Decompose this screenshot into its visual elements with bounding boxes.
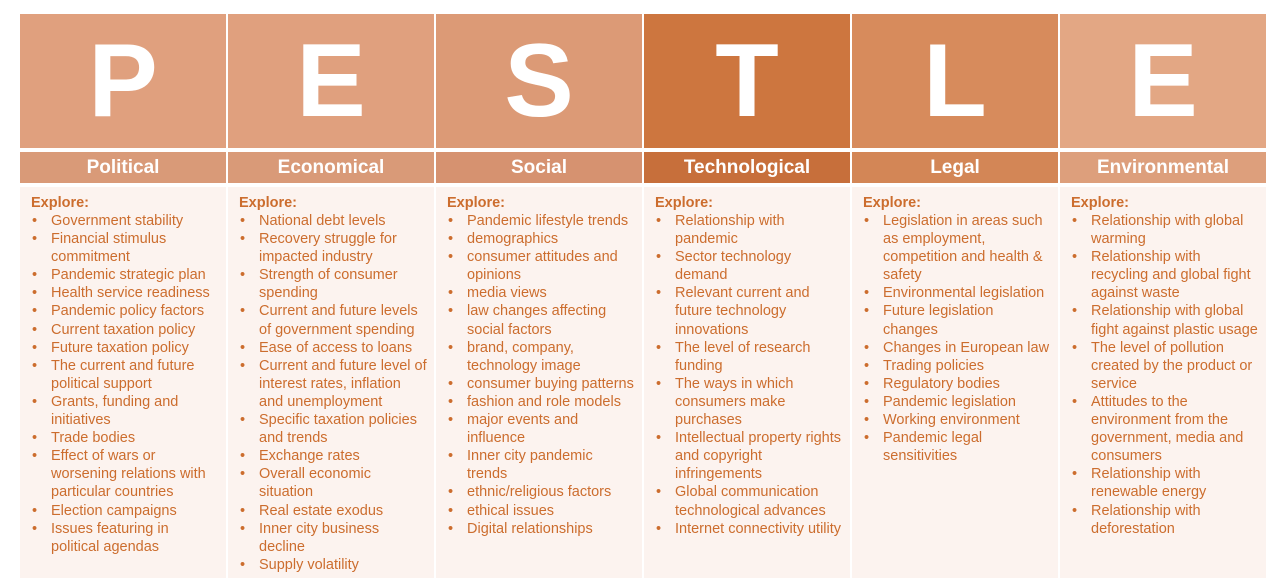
- column-body: Explore: Pandemic lifestyle trendsdemogr…: [436, 187, 642, 578]
- factor-item: Strength of consumer spending: [239, 266, 428, 302]
- factor-item: Relationship with global fight against p…: [1071, 302, 1260, 338]
- factor-item: Relationship with global warming: [1071, 212, 1260, 248]
- factor-item: Exchange rates: [239, 447, 428, 465]
- factor-item: Pandemic legislation: [863, 393, 1052, 411]
- factor-list: National debt levelsRecovery struggle fo…: [239, 212, 428, 574]
- column-body: Explore: Government stabilityFinancial s…: [20, 187, 226, 578]
- column-title: Legal: [852, 152, 1058, 183]
- column-title: Technological: [644, 152, 850, 183]
- column-technological: T Technological Explore: Relationship wi…: [644, 14, 850, 578]
- factor-item: Current and future level of interest rat…: [239, 357, 428, 411]
- factor-item: Legislation in areas such as employment,…: [863, 212, 1052, 284]
- factor-item: Future legislation changes: [863, 302, 1052, 338]
- explore-label: Explore:: [239, 195, 298, 211]
- factor-item: Working environment: [863, 411, 1052, 429]
- letter-box: T: [644, 14, 850, 148]
- factor-item: consumer attitudes and opinions: [447, 248, 636, 284]
- factor-item: Government stability: [31, 212, 220, 230]
- factor-item: Internet connectivity utility: [655, 520, 844, 538]
- factor-item: Relationship with recycling and global f…: [1071, 248, 1260, 302]
- factor-item: ethical issues: [447, 502, 636, 520]
- factor-item: demographics: [447, 230, 636, 248]
- column-body: Explore: National debt levelsRecovery st…: [228, 187, 434, 578]
- factor-item: Relationship with deforestation: [1071, 502, 1260, 538]
- column-title: Social: [436, 152, 642, 183]
- column-legal: L Legal Explore: Legislation in areas su…: [852, 14, 1058, 578]
- factor-item: consumer buying patterns: [447, 375, 636, 393]
- factor-item: Overall economic situation: [239, 465, 428, 501]
- explore-label: Explore:: [447, 195, 506, 211]
- factor-item: Global communication technological advan…: [655, 483, 844, 519]
- factor-list: Pandemic lifestyle trendsdemographicscon…: [447, 212, 636, 538]
- factor-list: Relationship with pandemicSector technol…: [655, 212, 844, 538]
- column-body: Explore: Relationship with global warmin…: [1060, 187, 1266, 578]
- column-body: Explore: Relationship with pandemicSecto…: [644, 187, 850, 578]
- factor-item: Intellectual property rights and copyrig…: [655, 429, 844, 483]
- letter-box: P: [20, 14, 226, 148]
- factor-item: Current and future levels of government …: [239, 302, 428, 338]
- factor-item: Attitudes to the environment from the go…: [1071, 393, 1260, 465]
- factor-item: Ease of access to loans: [239, 339, 428, 357]
- column-body: Explore: Legislation in areas such as em…: [852, 187, 1058, 578]
- factor-item: Sector technology demand: [655, 248, 844, 284]
- factor-item: Pandemic legal sensitivities: [863, 429, 1052, 465]
- factor-item: Issues featuring in political agendas: [31, 520, 220, 556]
- column-title: Political: [20, 152, 226, 183]
- factor-item: Supply volatility: [239, 556, 428, 574]
- factor-item: Inner city pandemic trends: [447, 447, 636, 483]
- column-social: S Social Explore: Pandemic lifestyle tre…: [436, 14, 642, 578]
- column-economical: E Economical Explore: National debt leve…: [228, 14, 434, 578]
- explore-label: Explore:: [31, 195, 90, 211]
- factor-list: Legislation in areas such as employment,…: [863, 212, 1052, 465]
- letter-box: L: [852, 14, 1058, 148]
- factor-item: Pandemic strategic plan: [31, 266, 220, 284]
- factor-item: Health service readiness: [31, 284, 220, 302]
- factor-item: Effect of wars or worsening relations wi…: [31, 447, 220, 501]
- factor-item: brand, company, technology image: [447, 339, 636, 375]
- column-title: Economical: [228, 152, 434, 183]
- factor-item: Election campaigns: [31, 502, 220, 520]
- factor-item: Trade bodies: [31, 429, 220, 447]
- letter-box: S: [436, 14, 642, 148]
- factor-item: Current taxation policy: [31, 321, 220, 339]
- factor-item: The current and future political support: [31, 357, 220, 393]
- letter-box: E: [228, 14, 434, 148]
- letter-box: E: [1060, 14, 1266, 148]
- factor-item: Digital relationships: [447, 520, 636, 538]
- factor-item: Trading policies: [863, 357, 1052, 375]
- factor-item: National debt levels: [239, 212, 428, 230]
- factor-item: fashion and role models: [447, 393, 636, 411]
- factor-item: ethnic/religious factors: [447, 483, 636, 501]
- factor-item: Relationship with renewable energy: [1071, 465, 1260, 501]
- factor-item: Changes in European law: [863, 339, 1052, 357]
- factor-item: Regulatory bodies: [863, 375, 1052, 393]
- factor-item: Specific taxation policies and trends: [239, 411, 428, 447]
- explore-label: Explore:: [863, 195, 922, 211]
- factor-list: Relationship with global warmingRelation…: [1071, 212, 1260, 538]
- explore-label: Explore:: [1071, 195, 1130, 211]
- factor-item: The ways in which consumers make purchas…: [655, 375, 844, 429]
- factor-list: Government stabilityFinancial stimulus c…: [31, 212, 220, 556]
- factor-item: The level of pollution created by the pr…: [1071, 339, 1260, 393]
- factor-item: Real estate exodus: [239, 502, 428, 520]
- column-environmental: E Environmental Explore: Relationship wi…: [1060, 14, 1266, 578]
- factor-item: law changes affecting social factors: [447, 302, 636, 338]
- column-title: Environmental: [1060, 152, 1266, 183]
- column-political: P Political Explore: Government stabilit…: [20, 14, 226, 578]
- factor-item: Future taxation policy: [31, 339, 220, 357]
- factor-item: Relevant current and future technology i…: [655, 284, 844, 338]
- factor-item: Pandemic policy factors: [31, 302, 220, 320]
- factor-item: media views: [447, 284, 636, 302]
- factor-item: major events and influence: [447, 411, 636, 447]
- factor-item: Environmental legislation: [863, 284, 1052, 302]
- factor-item: Grants, funding and initiatives: [31, 393, 220, 429]
- factor-item: Financial stimulus commitment: [31, 230, 220, 266]
- factor-item: The level of research funding: [655, 339, 844, 375]
- factor-item: Inner city business decline: [239, 520, 428, 556]
- explore-label: Explore:: [655, 195, 714, 211]
- factor-item: Relationship with pandemic: [655, 212, 844, 248]
- factor-item: Recovery struggle for impacted industry: [239, 230, 428, 266]
- factor-item: Pandemic lifestyle trends: [447, 212, 636, 230]
